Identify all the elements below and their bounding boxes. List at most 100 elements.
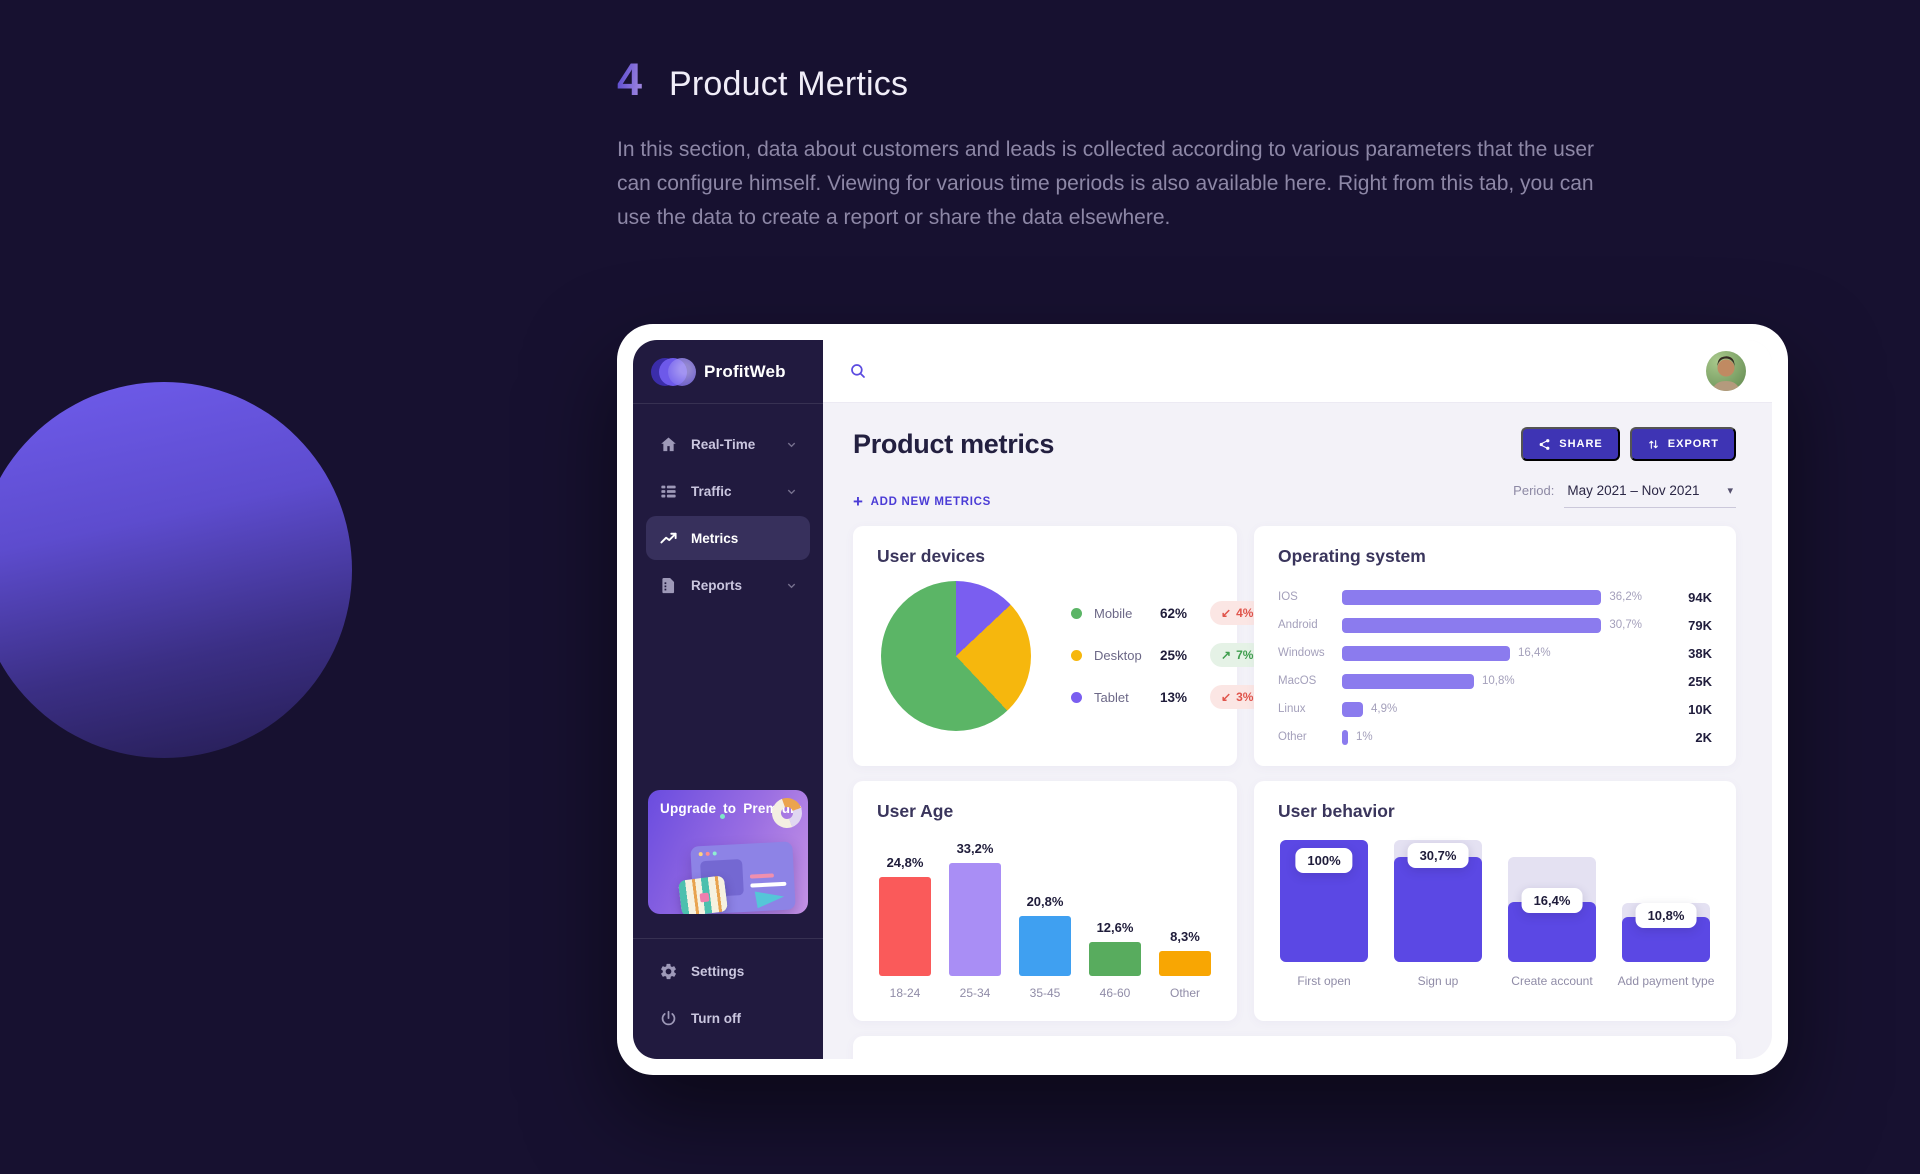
upgrade-premium-card[interactable]: Upgrade to Premium (648, 790, 808, 914)
chart-title: User behavior (1278, 801, 1395, 821)
os-total-value: 25K (1688, 673, 1712, 689)
age-category-label: 35-45 (1029, 986, 1061, 1000)
sidebar-item-label: Settings (691, 963, 745, 979)
period-value: May 2021 – Nov 2021 (1567, 483, 1700, 498)
legend-value: 25% (1160, 647, 1188, 663)
age-category-label: 18-24 (889, 986, 921, 1000)
sidebar-item-turn-off[interactable]: Turn off (646, 996, 810, 1040)
sidebar-item-metrics[interactable]: Metrics (646, 516, 810, 560)
add-new-metrics-button[interactable]: + ADD NEW METRICS (853, 492, 992, 511)
metrics-trend-icon (660, 532, 677, 543)
user-devices-legend: Mobile 62% ↙ 4% Desktop 25% ↗ 7% Tablet 13% ↙ 3% (1071, 601, 1265, 731)
os-bar-track: 36,2% (1342, 589, 1642, 605)
age-bar (1019, 916, 1071, 976)
export-arrows-icon (1648, 439, 1658, 449)
chevron-down-icon (787, 489, 796, 494)
change-arrow-icon: ↗ (1221, 648, 1232, 662)
os-percent-label: 10,8% (1482, 675, 1515, 687)
export-button[interactable]: EXPORT (1629, 427, 1736, 461)
os-bar-track: 10,8% (1342, 673, 1642, 689)
os-category-label: IOS (1278, 591, 1298, 603)
age-bar-column: 24,8% 18-24 (879, 830, 931, 1000)
age-category-label: 25-34 (959, 986, 991, 1000)
content-area: Product metrics SHARE EXPORT (823, 403, 1772, 1059)
sidebar-item-label: Real-Time (691, 436, 756, 452)
os-bar-track: 4,9% (1342, 701, 1642, 717)
age-bar (1159, 951, 1211, 976)
chart-title: Operating system (1278, 546, 1426, 566)
os-total-value: 94K (1688, 589, 1712, 605)
sidebar: ProfitWeb Real-Time Traffic Metrics (633, 340, 823, 1059)
traffic-list-icon (661, 485, 676, 497)
page-title: Product metrics (853, 428, 1055, 459)
os-row: Android 30,7% 79K (1278, 611, 1712, 639)
os-percent-label: 16,4% (1518, 647, 1551, 659)
os-category-label: Linux (1278, 703, 1306, 715)
os-bar (1342, 729, 1348, 745)
os-total-value: 2K (1695, 729, 1712, 745)
section-title: Product Mertics (669, 65, 909, 103)
change-arrow-icon: ↙ (1221, 690, 1232, 704)
legend-dot-icon (1071, 607, 1082, 619)
sidebar-item-label: Turn off (691, 1010, 741, 1026)
age-value-label: 12,6% (1096, 920, 1134, 935)
brand-logo: ProfitWeb (633, 340, 823, 403)
reports-file-icon (662, 577, 675, 593)
share-button[interactable]: SHARE (1521, 427, 1620, 461)
os-total-value: 79K (1688, 617, 1712, 633)
user-avatar[interactable] (1706, 351, 1746, 391)
chart-title: User Age (877, 801, 954, 821)
legend-dot-icon (1071, 649, 1082, 661)
age-bar-column: 12,6% 46-60 (1089, 830, 1141, 1000)
os-bar (1342, 617, 1602, 633)
os-row: MacOS 10,8% 25K (1278, 667, 1712, 695)
age-bar-column: 8,3% Other (1159, 830, 1211, 1000)
os-category-label: MacOS (1278, 675, 1317, 687)
legend-label: Desktop (1094, 647, 1142, 663)
sidebar-divider (633, 938, 823, 939)
main-area: Product metrics SHARE EXPORT (823, 340, 1772, 1059)
os-bar-track: 16,4% (1342, 645, 1642, 661)
behavior-category-label: First open (1297, 974, 1351, 988)
sidebar-nav: Real-Time Traffic Metrics Reports (633, 404, 823, 610)
sidebar-item-real-time[interactable]: Real-Time (646, 422, 810, 466)
section-number: 4 (617, 54, 643, 105)
age-value-label: 20,8% (1026, 894, 1064, 909)
brand-logo-icon (651, 357, 696, 386)
os-total-value: 38K (1688, 645, 1712, 661)
os-row: Other 1% 2K (1278, 723, 1712, 751)
behavior-bar-column: 100% First open (1280, 834, 1368, 988)
behavior-bar-column: 30,7% Sign up (1394, 834, 1482, 988)
behavior-value-tag: 16,4% (1521, 888, 1583, 913)
behavior-category-label: Sign up (1417, 974, 1459, 988)
plus-icon: + (853, 492, 864, 511)
os-bar (1342, 589, 1602, 605)
search-button[interactable] (849, 362, 867, 380)
legend-item: Desktop 25% ↗ 7% (1071, 643, 1265, 667)
share-icon (1539, 438, 1550, 450)
sidebar-item-label: Reports (691, 577, 743, 593)
topbar (823, 340, 1772, 403)
sidebar-item-settings[interactable]: Settings (646, 949, 810, 993)
chart-title: User devices (877, 546, 985, 566)
os-percent-label: 36,2% (1609, 591, 1642, 603)
period-dropdown[interactable]: May 2021 – Nov 2021 ▾ (1564, 483, 1736, 508)
sidebar-item-reports[interactable]: Reports (646, 563, 810, 607)
os-bar (1342, 673, 1474, 689)
cards-grid: User devices Mobile 62% ↙ 4% Desktop 25% ↗ 7% Ta… (853, 526, 1736, 1059)
age-bar-column: 33,2% 25-34 (949, 830, 1001, 1000)
legend-dot-icon (1071, 691, 1082, 703)
change-arrow-icon: ↙ (1221, 606, 1232, 620)
age-bar-column: 20,8% 35-45 (1019, 830, 1071, 1000)
legend-item: Mobile 62% ↙ 4% (1071, 601, 1265, 625)
upgrade-premium-label: Upgrade to Premium (660, 801, 803, 816)
sidebar-item-traffic[interactable]: Traffic (646, 469, 810, 513)
os-bar-track: 1% (1342, 729, 1642, 745)
os-category-label: Windows (1278, 647, 1325, 659)
sidebar-divider (633, 403, 823, 404)
os-percent-label: 4,9% (1371, 703, 1398, 715)
os-category-label: Other (1278, 731, 1307, 743)
card-operating-system: Operating system IOS 36,2% 94K Android 30,7%… (1254, 526, 1736, 766)
profitweb-app: ProfitWeb Real-Time Traffic Metrics (633, 340, 1772, 1059)
sidebar-item-label: Metrics (691, 530, 739, 546)
